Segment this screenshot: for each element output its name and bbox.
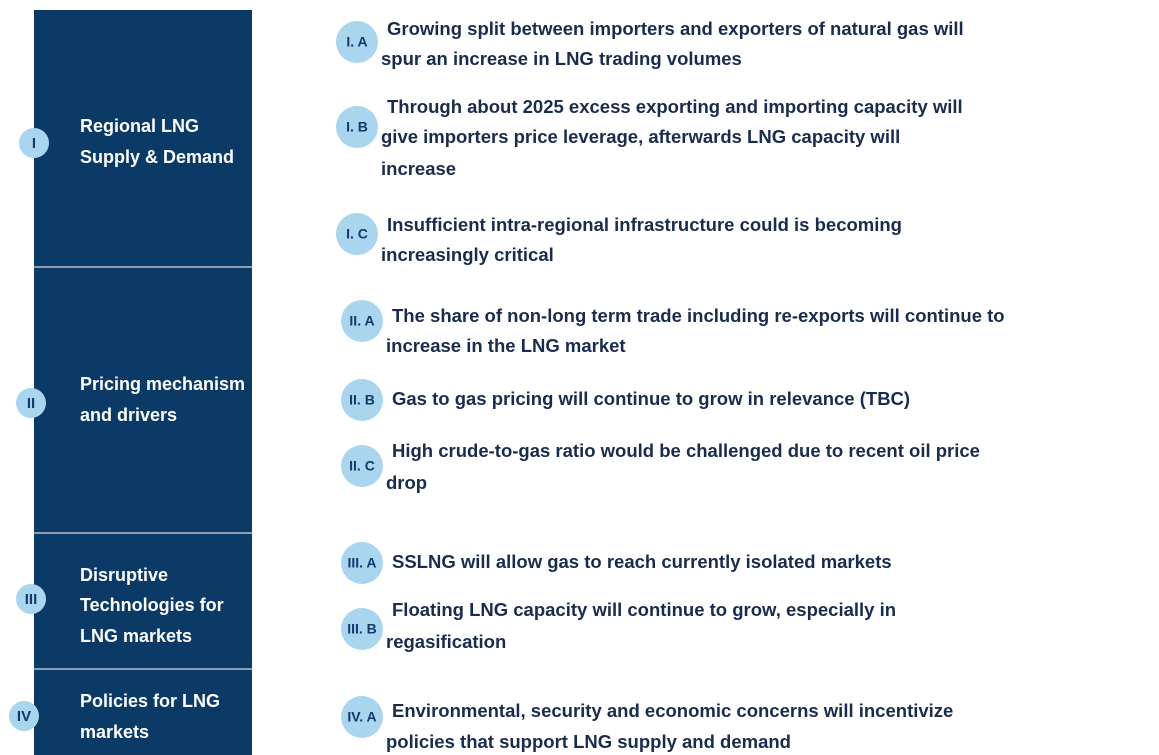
section-label: and drivers [80, 405, 177, 425]
item-text: increase in the LNG market [386, 335, 626, 356]
section-label: Policies for LNG [80, 691, 220, 711]
item-id: III. B [347, 621, 377, 637]
item-text: Growing split between importers and expo… [387, 18, 964, 39]
item-text: policies that support LNG supply and dem… [386, 731, 791, 752]
item-text: drop [386, 472, 427, 493]
item-id: II. A [349, 313, 374, 329]
item-text: SSLNG will allow gas to reach currently … [392, 551, 892, 572]
item-badge [341, 608, 383, 650]
item-id: I. C [346, 226, 368, 242]
item-id: I. A [346, 34, 367, 50]
section-id: IV [17, 708, 31, 725]
item-text: regasification [386, 631, 506, 652]
item-id: II. B [349, 392, 375, 408]
section-id: I [32, 135, 36, 152]
item-badge [336, 213, 378, 255]
section-label: Regional LNG [80, 116, 199, 136]
item-text: Environmental, security and economic con… [392, 700, 953, 721]
section-badge [16, 584, 46, 614]
item-id: II. C [349, 458, 375, 474]
section-block [34, 267, 252, 533]
section-id: II [27, 395, 35, 412]
item-text: Gas to gas pricing will continue to grow… [392, 388, 910, 409]
item-text: Through about 2025 excess exporting and … [387, 96, 963, 117]
item-text: Floating LNG capacity will continue to g… [392, 599, 896, 620]
section-label: Supply & Demand [80, 147, 234, 167]
item-text: Insufficient intra-regional infrastructu… [387, 214, 902, 235]
item-badge [341, 696, 383, 738]
item-text: increase [381, 158, 456, 179]
item-text: spur an increase in LNG trading volumes [381, 48, 742, 69]
section-block [34, 669, 252, 755]
item-badge [336, 21, 378, 63]
section-block [34, 533, 252, 669]
section-badge [19, 128, 49, 158]
section-label: Pricing mechanism [80, 374, 245, 394]
section-label: markets [80, 722, 149, 742]
item-text: The share of non-long term trade includi… [392, 305, 1005, 326]
item-id: III. A [347, 555, 376, 571]
section-badge [16, 388, 46, 418]
item-badge [341, 300, 383, 342]
item-text: increasingly critical [381, 244, 554, 265]
item-id: I. B [346, 119, 368, 135]
section-id: III [25, 591, 38, 608]
item-text: give importers price leverage, afterward… [381, 126, 900, 147]
item-badge [341, 379, 383, 421]
item-text: High crude-to-gas ratio would be challen… [392, 440, 980, 461]
item-badge [336, 106, 378, 148]
section-badge [9, 701, 39, 731]
item-id: IV. A [347, 709, 376, 725]
section-label: Technologies for [80, 595, 224, 615]
section-label: Disruptive [80, 565, 168, 585]
section-block [34, 10, 252, 267]
item-badge [341, 445, 383, 487]
item-badge [341, 542, 383, 584]
section-label: LNG markets [80, 626, 192, 646]
